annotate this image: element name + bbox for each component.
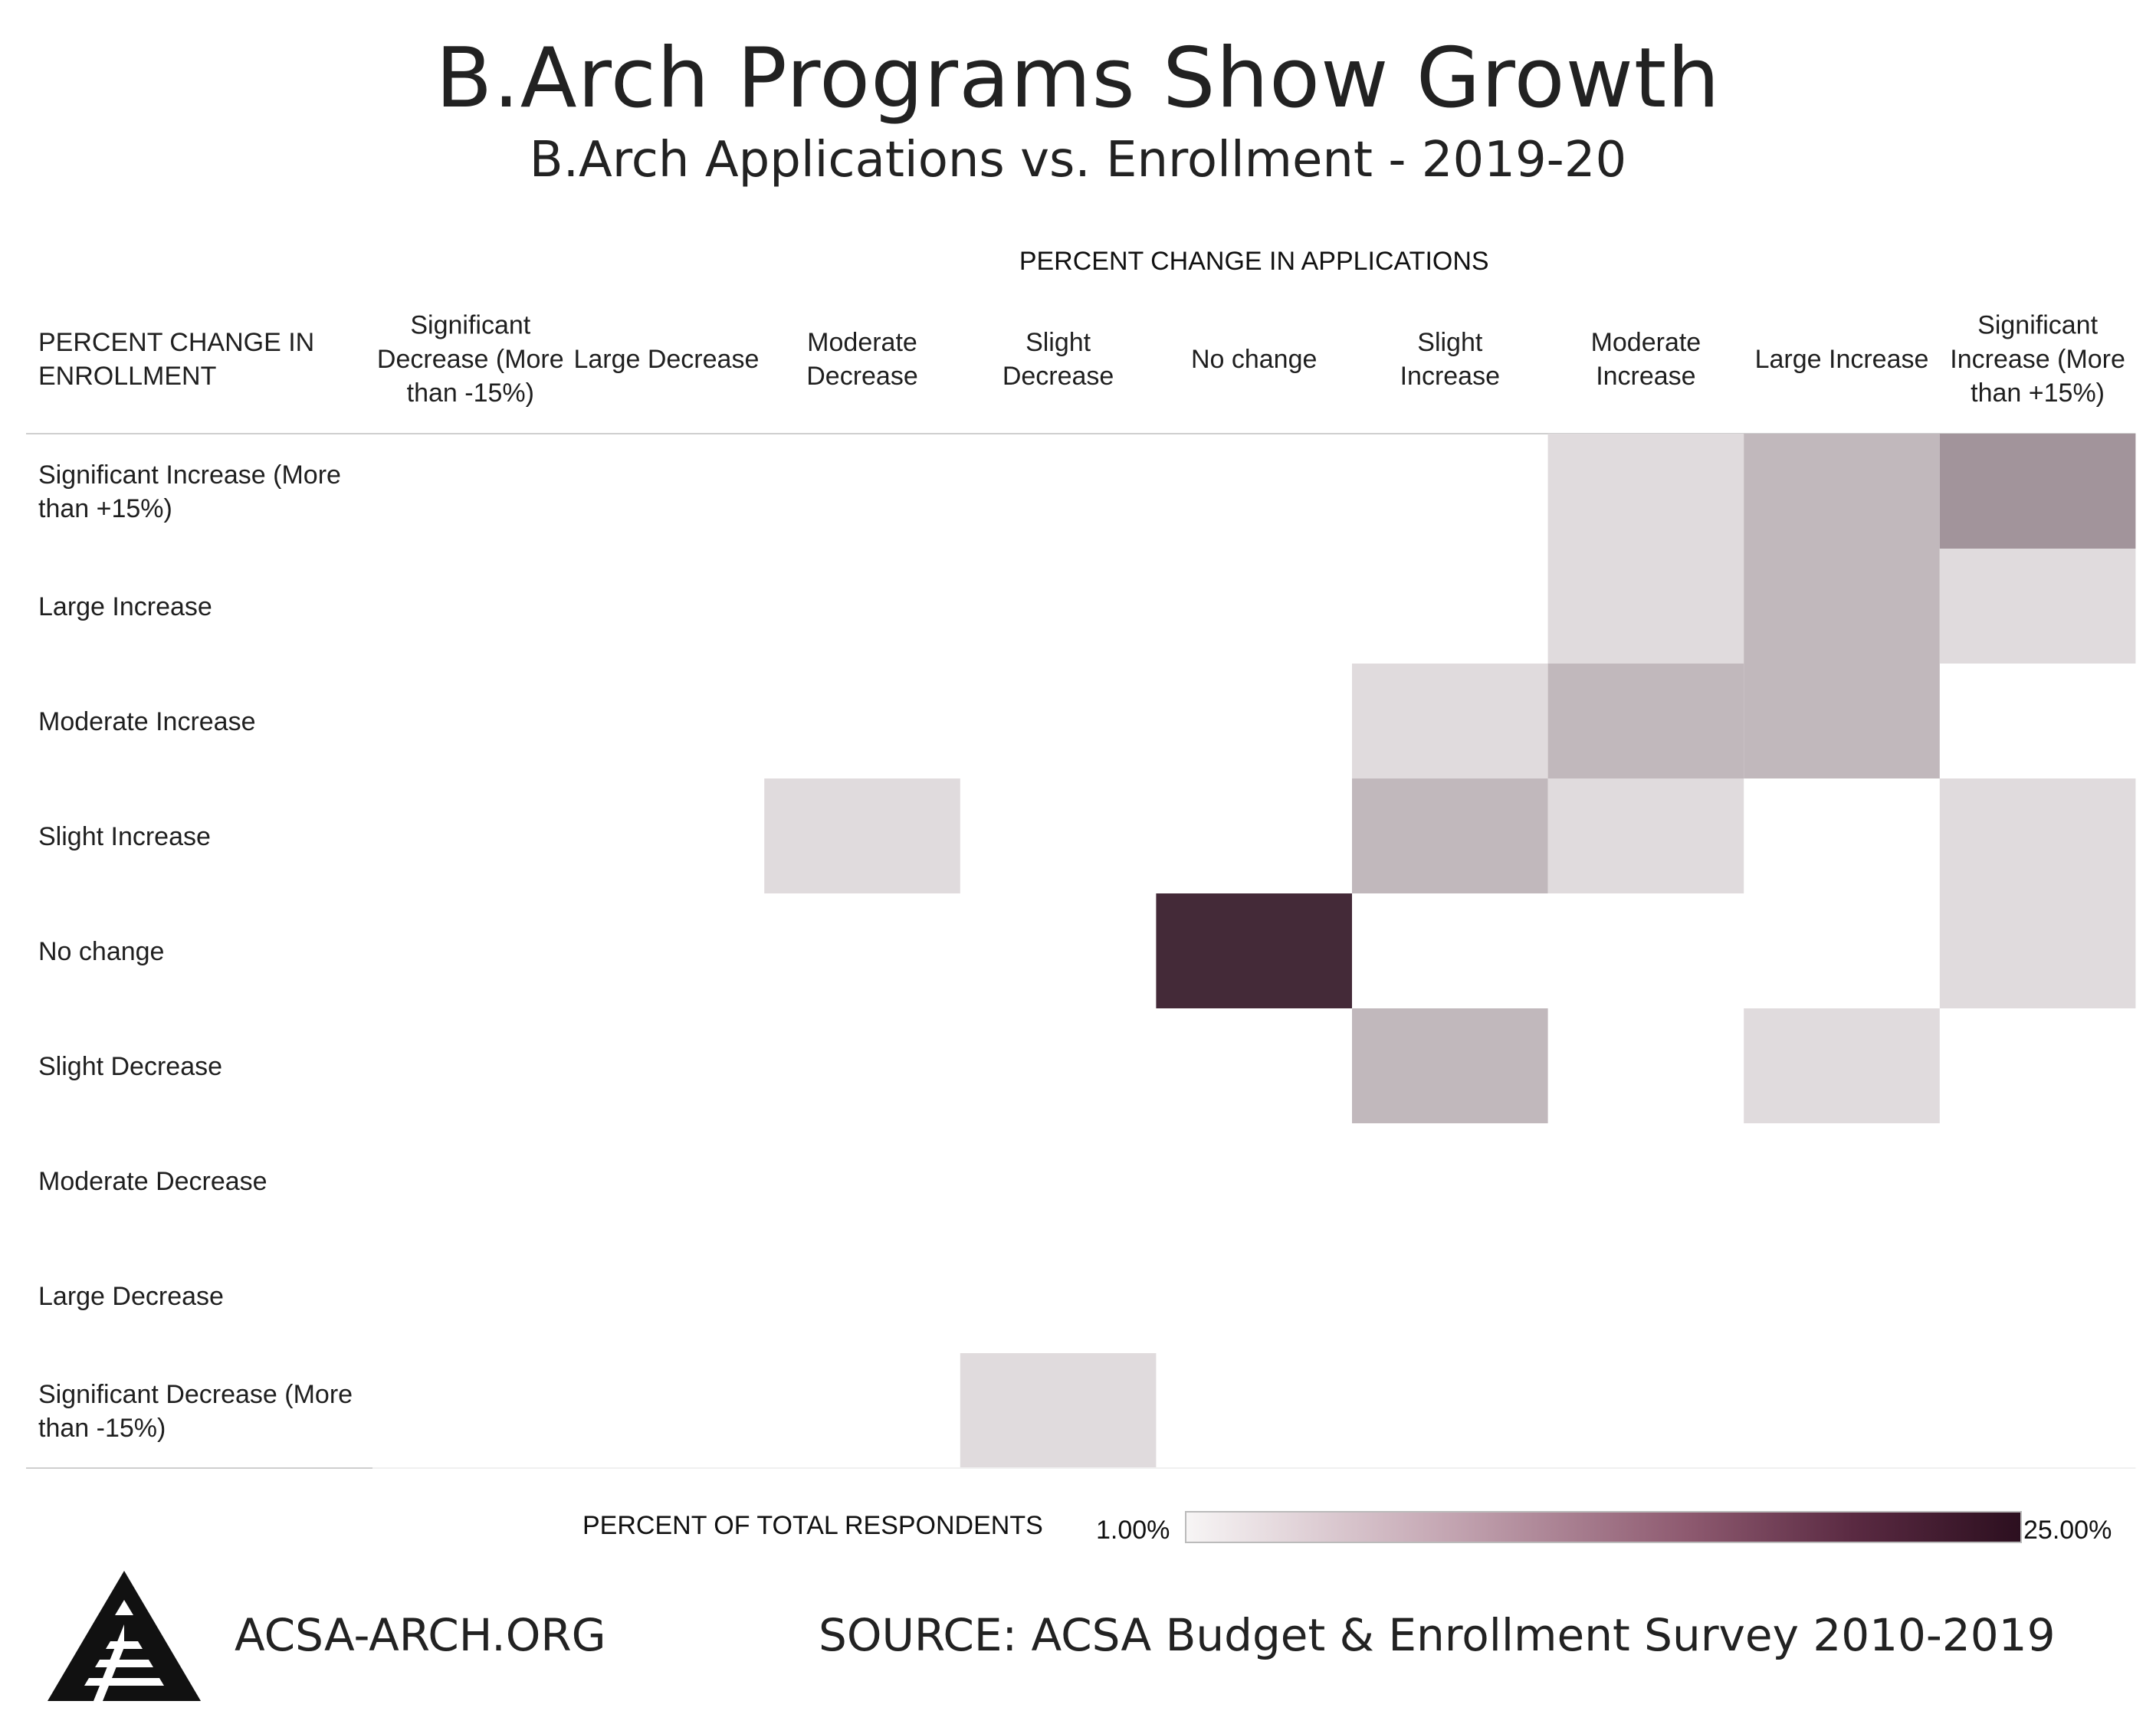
column-header: Large Increase (1755, 345, 1929, 374)
column-header: Significant Increase (More than +15%) (1950, 311, 2125, 408)
row-label: Slight Increase (38, 822, 211, 851)
heatmap-chart: PERCENT CHANGE IN APPLICATIONS PERCENT CH… (26, 247, 2136, 1469)
heatmap-cell (764, 778, 960, 893)
legend-min-label: 1.00% (1096, 1516, 1170, 1545)
column-header: Significant Decrease (More than -15%) (377, 311, 564, 408)
row-label: No change (38, 937, 164, 966)
footer-source: SOURCE: ACSA Budget & Enrollment Survey … (819, 1609, 2056, 1661)
heatmap-cell (1352, 1008, 1548, 1123)
heatmap-cell (1939, 434, 2136, 549)
chart-subtitle: B.Arch Applications vs. Enrollment - 201… (529, 132, 1627, 188)
heatmap-cell (960, 1353, 1157, 1468)
heatmap-cell (1744, 549, 1940, 664)
heatmap-cell (1744, 664, 1940, 778)
heatmap-cell (1547, 549, 1744, 664)
row-label: Moderate Increase (38, 707, 256, 736)
heatmap-cell (1352, 778, 1548, 893)
heatmap-cell (1547, 778, 1744, 893)
x-axis-title: PERCENT CHANGE IN APPLICATIONS (1019, 247, 1489, 276)
column-header: Slight Increase (1400, 328, 1500, 391)
row-label: Significant Decrease (More than -15%) (38, 1380, 353, 1443)
footer-site: ACSA-ARCH.ORG (235, 1609, 606, 1661)
column-header: Moderate Decrease (806, 328, 918, 391)
acsa-logo-icon (48, 1571, 201, 1701)
row-label: Large Decrease (38, 1282, 224, 1311)
y-axis-title: PERCENT CHANGE IN ENROLLMENT (38, 328, 314, 391)
legend-title: PERCENT OF TOTAL RESPONDENTS (582, 1511, 1043, 1540)
chart-title: B.Arch Programs Show Growth (435, 31, 1721, 126)
heatmap-cell (1939, 549, 2136, 664)
column-header: Slight Decrease (1003, 328, 1114, 391)
row-label: Slight Decrease (38, 1052, 222, 1081)
row-label: Large Increase (38, 592, 212, 621)
row-label: Significant Increase (More than +15%) (38, 460, 341, 523)
column-header: Moderate Increase (1591, 328, 1702, 391)
heatmap-cell (1939, 778, 2136, 893)
heatmap-cell (1939, 893, 2136, 1008)
legend-max-label: 25.00% (2023, 1516, 2112, 1545)
heatmap-cell (1547, 664, 1744, 778)
heatmap-cell (1352, 664, 1548, 778)
row-label: Moderate Decrease (38, 1167, 267, 1196)
heatmap-cell (1744, 434, 1940, 549)
legend-color-ramp (1185, 1511, 2022, 1543)
heatmap-cell (1156, 893, 1352, 1008)
heatmap-cell (1547, 434, 1744, 549)
column-header: No change (1191, 345, 1317, 374)
heatmap-cell (1744, 1008, 1940, 1123)
column-header: Large Decrease (573, 345, 759, 374)
